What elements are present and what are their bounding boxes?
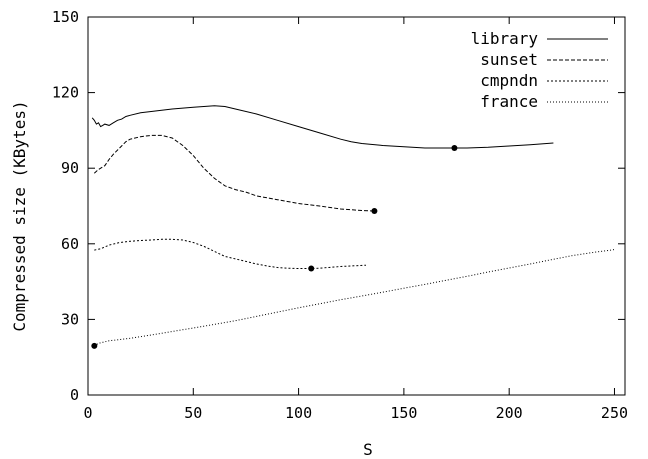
legend-label-sunset: sunset (480, 50, 538, 69)
series-marker-france (91, 342, 98, 349)
x-tick-label: 0 (83, 404, 92, 422)
legend-label-library: library (471, 29, 539, 48)
series-line-library (91, 105, 554, 149)
series-line-sunset (93, 134, 375, 212)
y-tick-label: 90 (61, 159, 79, 177)
y-axis-title: Compressed size (KBytes) (10, 100, 29, 331)
y-tick-label: 30 (61, 310, 79, 328)
legend-label-france: france (480, 92, 538, 111)
x-tick-label: 250 (601, 404, 628, 422)
legend: library sunset cmpndn france (471, 29, 608, 111)
series-marker-sunset (371, 208, 378, 215)
axes: 0 50 100 150 200 250 0 30 60 90 120 150 (52, 8, 628, 422)
series-line-cmpndn (94, 238, 367, 269)
x-tick-label: 50 (184, 404, 202, 422)
legend-label-cmpndn: cmpndn (480, 71, 538, 90)
series-marker-cmpndn (308, 265, 315, 272)
series-marker-library (451, 145, 458, 152)
x-tick-label: 100 (285, 404, 312, 422)
y-tick-label: 60 (61, 235, 79, 253)
plot-area (91, 105, 615, 349)
y-tick-label: 150 (52, 8, 79, 26)
y-tick-label: 120 (52, 84, 79, 102)
x-axis-title: S (363, 440, 373, 459)
y-tick-label: 0 (70, 386, 79, 404)
plot-frame (87, 16, 626, 396)
x-tick-label: 200 (496, 404, 523, 422)
x-tick-label: 150 (390, 404, 417, 422)
